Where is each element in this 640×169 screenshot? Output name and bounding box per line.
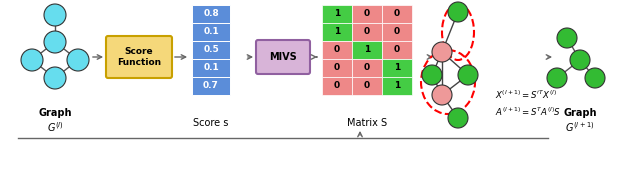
Bar [352,77,382,95]
Text: 0.5: 0.5 [203,45,219,54]
Bar [322,23,352,41]
Circle shape [67,49,89,71]
FancyBboxPatch shape [256,40,310,74]
Bar [192,23,230,41]
Circle shape [547,68,567,88]
Text: 0.8: 0.8 [203,9,219,18]
Text: 0: 0 [364,64,370,73]
Bar [352,41,382,59]
Text: $A^{(l+1)} = S^T A^{(l)} S$: $A^{(l+1)} = S^T A^{(l)} S$ [495,106,561,118]
Bar [192,41,230,59]
Text: MIVS: MIVS [269,52,297,62]
Bar [382,59,412,77]
Bar [382,41,412,59]
Circle shape [557,28,577,48]
Text: $X^{(l+1)} = S'^T X^{(l)}$: $X^{(l+1)} = S'^T X^{(l)}$ [495,89,557,101]
Text: 0: 0 [364,28,370,37]
Bar [382,23,412,41]
Bar [352,23,382,41]
Text: 1: 1 [394,64,400,73]
Bar [322,59,352,77]
Text: 0: 0 [334,81,340,91]
Circle shape [422,65,442,85]
Text: Score
Function: Score Function [117,47,161,67]
FancyBboxPatch shape [106,36,172,78]
Bar [192,59,230,77]
Circle shape [448,108,468,128]
Text: 1: 1 [334,9,340,18]
Circle shape [44,67,66,89]
Text: Score s: Score s [193,118,228,128]
Circle shape [44,4,66,26]
Circle shape [448,2,468,22]
Text: 0: 0 [334,45,340,54]
Text: 0: 0 [394,45,400,54]
Text: Matrix S: Matrix S [347,118,387,128]
Text: 0: 0 [334,64,340,73]
Circle shape [432,85,452,105]
Bar [352,5,382,23]
Bar [322,5,352,23]
Circle shape [585,68,605,88]
Circle shape [21,49,43,71]
Bar [322,41,352,59]
Bar [322,77,352,95]
Bar [382,77,412,95]
Text: 1: 1 [364,45,370,54]
Bar [192,77,230,95]
Bar [352,59,382,77]
Circle shape [44,31,66,53]
Text: 0.7: 0.7 [203,81,219,91]
Circle shape [432,42,452,62]
Text: Graph: Graph [38,108,72,118]
Bar [382,5,412,23]
Text: 0: 0 [394,9,400,18]
Text: $G^{(l)}$: $G^{(l)}$ [47,120,63,134]
Text: Graph: Graph [563,108,596,118]
Text: 0: 0 [394,28,400,37]
Circle shape [570,50,590,70]
Text: 0.1: 0.1 [203,28,219,37]
Text: $G^{(l+1)}$: $G^{(l+1)}$ [565,120,595,134]
Text: 1: 1 [394,81,400,91]
Text: 0: 0 [364,81,370,91]
Circle shape [458,65,478,85]
Text: 0.1: 0.1 [203,64,219,73]
Bar [192,5,230,23]
Text: 1: 1 [334,28,340,37]
Text: 0: 0 [364,9,370,18]
